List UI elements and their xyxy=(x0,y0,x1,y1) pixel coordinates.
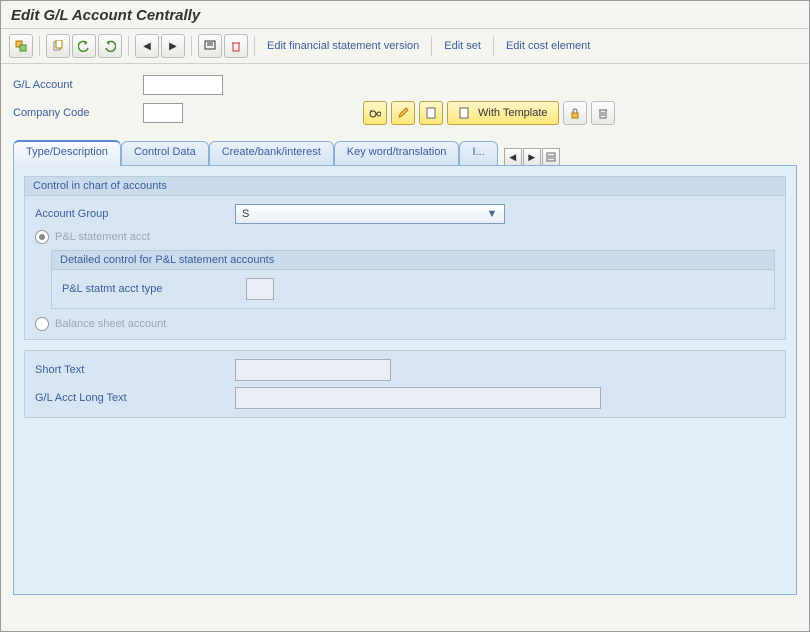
list-icon xyxy=(546,152,556,162)
with-template-label: With Template xyxy=(478,107,548,119)
display-button[interactable] xyxy=(363,101,387,125)
trash-button[interactable] xyxy=(591,101,615,125)
toolbar-btn-3[interactable] xyxy=(72,34,96,58)
display-icon xyxy=(204,40,216,52)
chevron-left-icon: ◀ xyxy=(143,41,151,52)
toolbar-sep xyxy=(254,36,255,56)
group-title: Control in chart of accounts xyxy=(25,177,785,196)
inner-group-title: Detailed control for P&L statement accou… xyxy=(52,251,774,270)
toolbar-btn-5[interactable] xyxy=(198,34,222,58)
toolbar-btn-4[interactable] xyxy=(98,34,122,58)
group-detailed-control: Detailed control for P&L statement accou… xyxy=(51,250,775,309)
app-toolbar: ◀ ▶ Edit financial statement version Edi… xyxy=(1,29,809,64)
lock-icon xyxy=(569,107,581,119)
gl-account-label: G/L Account xyxy=(13,79,143,91)
pl-type-input[interactable] xyxy=(246,278,274,300)
page-title: Edit G/L Account Centrally xyxy=(1,1,809,29)
object-icon xyxy=(15,40,27,52)
toolbar-sep xyxy=(493,36,494,56)
toolbar-sep xyxy=(191,36,192,56)
pl-type-label: P&L statmt acct type xyxy=(62,283,246,295)
tab-list[interactable] xyxy=(542,148,560,166)
undo-icon xyxy=(78,40,90,52)
page-icon xyxy=(425,107,437,119)
tab-type-description[interactable]: Type/Description xyxy=(13,140,121,166)
toolbar-next[interactable]: ▶ xyxy=(161,34,185,58)
page-icon xyxy=(458,107,470,119)
create-button[interactable] xyxy=(419,101,443,125)
company-code-input[interactable] xyxy=(143,103,183,123)
tab-scroll-right[interactable]: ▶ xyxy=(523,148,541,166)
link-edit-fsv[interactable]: Edit financial statement version xyxy=(267,40,419,52)
tabstrip: Type/Description Control Data Create/ban… xyxy=(13,140,797,166)
link-edit-set[interactable]: Edit set xyxy=(444,40,481,52)
toolbar-btn-2[interactable] xyxy=(46,34,70,58)
glasses-icon xyxy=(369,107,381,119)
link-edit-cost-element[interactable]: Edit cost element xyxy=(506,40,590,52)
short-text-input[interactable] xyxy=(235,359,391,381)
chevron-down-icon: ▼ xyxy=(484,208,500,220)
chevron-left-icon: ◀ xyxy=(509,152,516,163)
toolbar-sep xyxy=(39,36,40,56)
long-text-input[interactable] xyxy=(235,387,601,409)
company-code-label: Company Code xyxy=(13,107,143,119)
redo-icon xyxy=(104,40,116,52)
lock-button[interactable] xyxy=(563,101,587,125)
tab-control-data[interactable]: Control Data xyxy=(121,141,209,166)
header-form: G/L Account Company Code With Template xyxy=(1,64,809,136)
account-group-select[interactable]: S ▼ xyxy=(235,204,505,224)
toolbar-sep xyxy=(128,36,129,56)
gl-account-input[interactable] xyxy=(143,75,223,95)
toolbar-btn-1[interactable] xyxy=(9,34,33,58)
long-text-label: G/L Acct Long Text xyxy=(35,392,235,404)
copy-icon xyxy=(52,40,64,52)
account-group-label: Account Group xyxy=(35,208,235,220)
tab-scroll-left[interactable]: ◀ xyxy=(504,148,522,166)
edit-button[interactable] xyxy=(391,101,415,125)
chevron-right-icon: ▶ xyxy=(528,152,535,163)
pl-statement-radio[interactable] xyxy=(35,230,49,244)
toolbar-sep xyxy=(431,36,432,56)
trash-icon xyxy=(597,107,609,119)
delete-icon xyxy=(230,40,242,52)
tab-panel-type-description: Control in chart of accounts Account Gro… xyxy=(13,165,797,595)
tab-more[interactable]: I... xyxy=(459,141,497,166)
balance-sheet-radio[interactable] xyxy=(35,317,49,331)
group-control-chart-accounts: Control in chart of accounts Account Gro… xyxy=(24,176,786,340)
pl-statement-label: P&L statement acct xyxy=(55,231,150,243)
with-template-button[interactable]: With Template xyxy=(447,101,559,125)
group-description-texts: Short Text G/L Acct Long Text xyxy=(24,350,786,418)
tab-create-bank-interest[interactable]: Create/bank/interest xyxy=(209,141,334,166)
pencil-icon xyxy=(397,107,409,119)
chevron-right-icon: ▶ xyxy=(169,41,177,52)
short-text-label: Short Text xyxy=(35,364,235,376)
tab-keyword-translation[interactable]: Key word/translation xyxy=(334,141,460,166)
toolbar-prev[interactable]: ◀ xyxy=(135,34,159,58)
account-group-value: S xyxy=(242,208,249,220)
balance-sheet-label: Balance sheet account xyxy=(55,318,166,330)
toolbar-btn-6[interactable] xyxy=(224,34,248,58)
